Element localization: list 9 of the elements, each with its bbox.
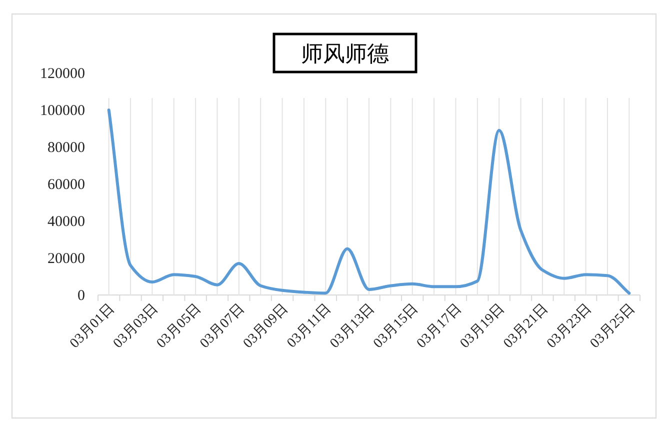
y-tick-label: 80000	[48, 140, 85, 156]
y-tick-label: 0	[78, 288, 85, 304]
y-tick-label: 60000	[48, 177, 85, 193]
line-series	[107, 108, 631, 295]
y-tick-label: 100000	[40, 103, 85, 119]
y-tick-label: 20000	[48, 251, 85, 267]
chart-title: 师风师德	[301, 41, 389, 66]
y-tick-label: 120000	[40, 66, 85, 82]
y-tick-label: 40000	[48, 214, 85, 230]
